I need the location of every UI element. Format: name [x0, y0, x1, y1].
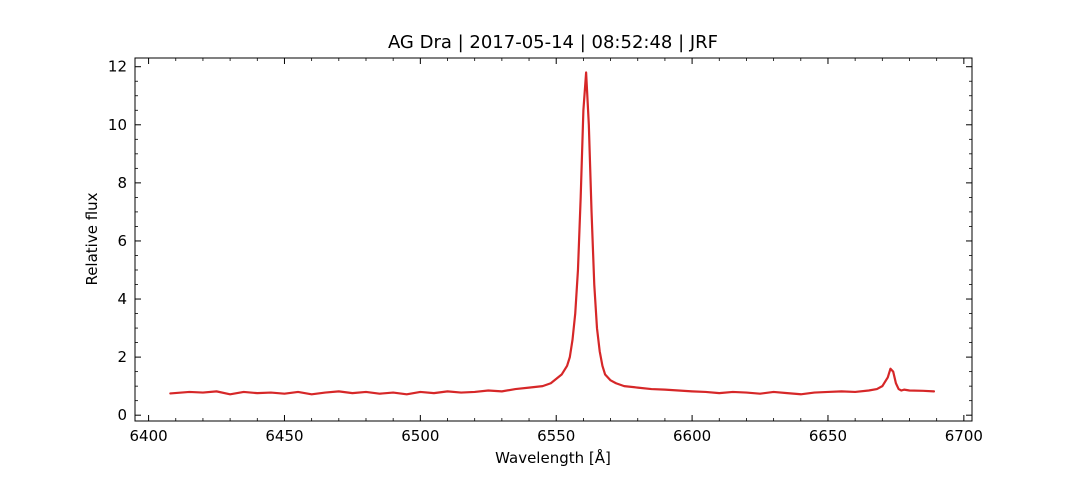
y-tick-label: 12 — [108, 58, 127, 76]
x-tick-label: 6450 — [265, 427, 303, 445]
y-tick-label: 4 — [117, 290, 127, 308]
plot-frame — [134, 57, 973, 422]
x-tick-label: 6550 — [537, 427, 575, 445]
x-tick-label: 6650 — [809, 427, 847, 445]
series-line-0 — [169, 71, 936, 396]
x-tick-label: 6600 — [673, 427, 711, 445]
x-tick-label: 6700 — [945, 427, 983, 445]
y-tick-label: 10 — [108, 116, 127, 134]
y-tick-label: 8 — [117, 174, 127, 192]
plot-area: 6400 6450 6500 6550 6600 6650 6700 0 2 4 6 8 10 12 — [108, 57, 983, 445]
x-tick-label: 6400 — [129, 427, 167, 445]
chart-title: AG Dra | 2017-05-14 | 08:52:48 | JRF — [388, 32, 718, 53]
y-tick-label: 0 — [117, 406, 127, 424]
y-axis-label: Relative flux — [83, 192, 101, 285]
x-axis-label: Wavelength [Å] — [495, 448, 611, 467]
y-tick-label: 2 — [117, 348, 127, 366]
y-tick-label: 6 — [117, 232, 127, 250]
x-tick-label: 6500 — [401, 427, 439, 445]
